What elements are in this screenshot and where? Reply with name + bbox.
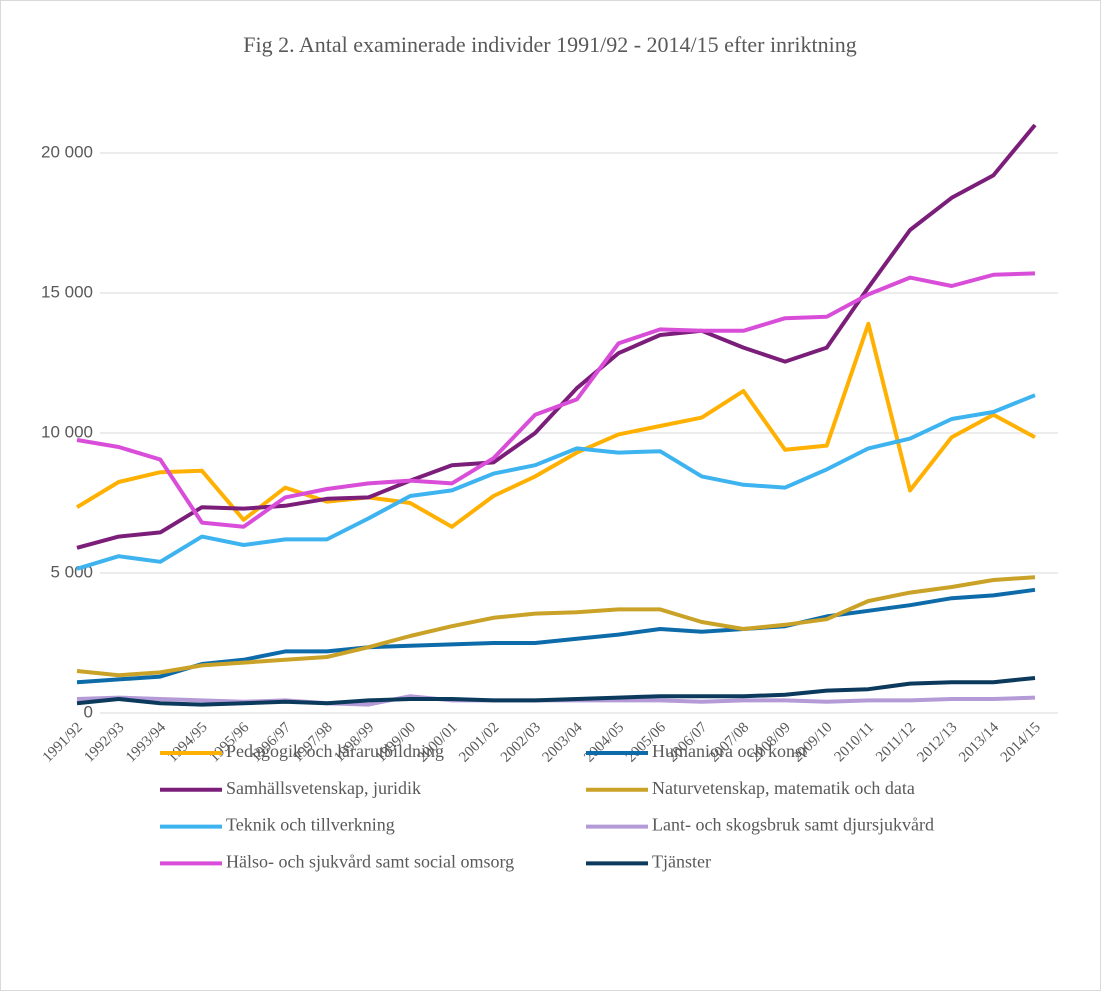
legend-label: Lant- och skogsbruk samt djursjukvård — [652, 815, 934, 835]
series-line — [76, 575, 1036, 678]
y-tick-label: 20 000 — [41, 142, 93, 161]
y-tick-label: 10 000 — [41, 422, 93, 441]
series-line — [76, 676, 1036, 707]
series-line — [75, 321, 1036, 529]
series-line — [76, 271, 1036, 529]
y-tick-label: 15 000 — [41, 282, 93, 301]
series-line — [76, 123, 1037, 550]
legend-label: Hälso- och sjukvård samt social omsorg — [226, 852, 514, 872]
legend-label: Samhällsvetenskap, juridik — [226, 778, 421, 798]
legend-label: Pedagogik och lärarutbildning — [226, 741, 444, 761]
series-line — [76, 393, 1036, 571]
series-line — [76, 587, 1036, 685]
legend-label: Tjänster — [652, 852, 711, 872]
legend-label: Teknik och tillverkning — [226, 815, 395, 835]
y-tick-label: 0 — [84, 702, 93, 721]
legend-label: Humaniora och konst — [652, 741, 807, 761]
chart-title: Fig 2. Antal examinerade individer 1991/… — [243, 32, 856, 57]
legend-label: Naturvetenskap, matematik och data — [652, 778, 915, 798]
